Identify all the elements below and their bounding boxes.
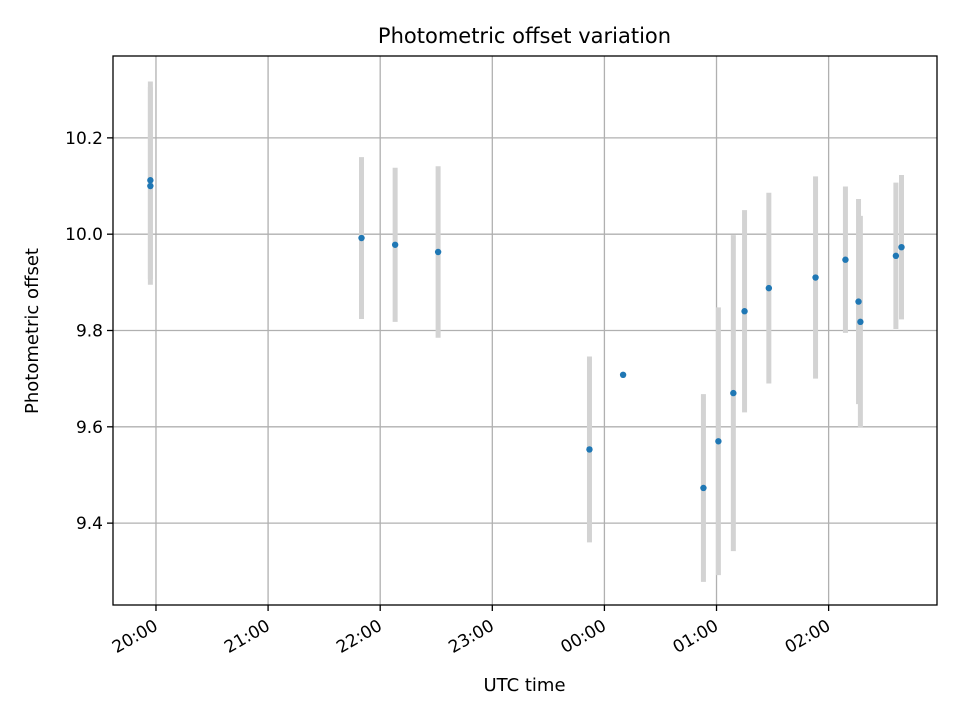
data-point	[855, 298, 862, 305]
x-tick-label: 02:00	[782, 616, 834, 658]
x-axis-label: UTC time	[483, 675, 565, 696]
data-point	[700, 484, 707, 492]
data-point	[147, 177, 154, 184]
data-point	[434, 248, 442, 256]
x-tick-label: 23:00	[445, 616, 497, 658]
data-point	[358, 234, 365, 242]
y-tick-label: 9.4	[76, 514, 103, 534]
y-axis: 9.4 9.6 9.8 10.0 10.2	[65, 129, 113, 534]
data-point	[619, 371, 627, 379]
y-tick-label: 9.8	[76, 322, 103, 342]
x-axis: 20:00 21:00 22:00 23:00 00:00 01:00 02:00	[109, 605, 834, 658]
y-axis-label: Photometric offset	[22, 248, 43, 414]
x-tick-label: 21:00	[221, 616, 273, 658]
data-point	[765, 284, 773, 292]
data-point	[812, 274, 819, 281]
x-tick-label: 00:00	[557, 616, 609, 658]
data-point	[898, 243, 905, 251]
error-bars	[147, 81, 904, 582]
data-point	[842, 256, 849, 263]
data-point	[715, 438, 722, 445]
data-point	[730, 389, 737, 397]
data-point	[892, 252, 900, 260]
y-tick-label: 10.0	[65, 225, 103, 245]
data-point	[741, 308, 748, 315]
y-tick-label: 9.6	[76, 418, 103, 438]
chart-title: Photometric offset variation	[378, 24, 671, 48]
data-points	[147, 177, 905, 492]
data-point	[857, 318, 864, 326]
data-point	[147, 182, 154, 190]
x-tick-label: 20:00	[109, 616, 161, 658]
x-tick-label: 01:00	[670, 616, 722, 658]
data-point	[586, 446, 593, 453]
x-tick-label: 22:00	[333, 616, 385, 658]
data-point	[391, 241, 399, 248]
y-tick-label: 10.2	[65, 129, 103, 149]
